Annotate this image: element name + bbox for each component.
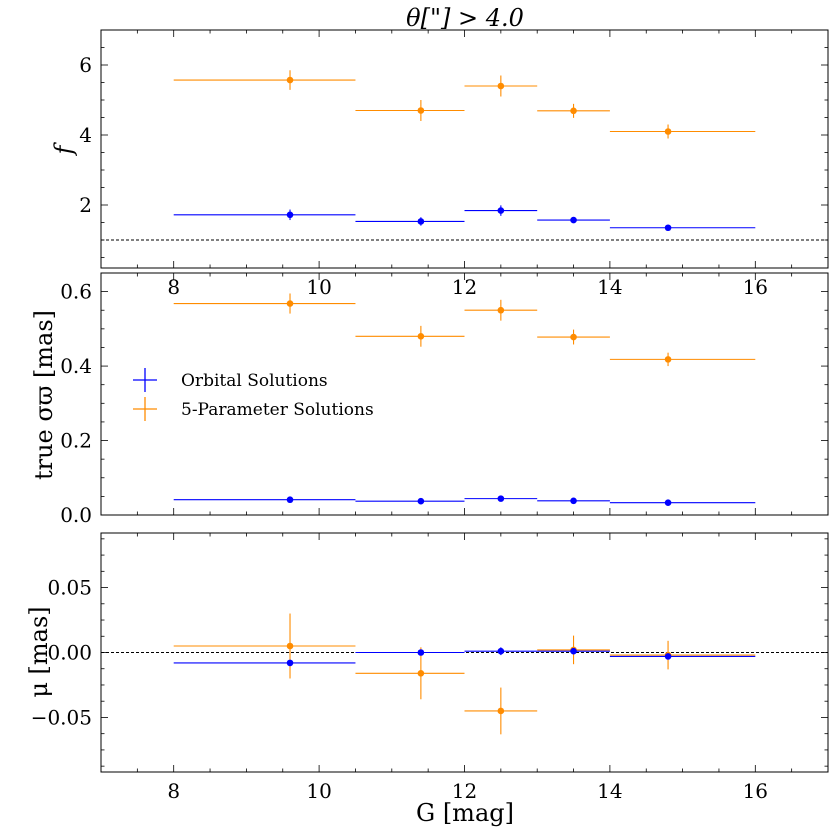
middle-ytick-label: 0.0 <box>60 503 92 527</box>
legend-label-5param: 5-Parameter Solutions <box>181 400 374 420</box>
top-xtick-label: 8 <box>167 275 180 299</box>
panel-middle: 0.0 0.2 0.4 0.6 <box>60 272 829 527</box>
data-point <box>664 499 672 507</box>
bottom-ytick-label: 0.00 <box>47 641 92 665</box>
x-axis-label: G [mag] <box>416 799 514 827</box>
data-point <box>664 356 672 363</box>
data-point <box>286 496 294 504</box>
ylabel-middle: true σϖ [mas] <box>30 310 58 480</box>
bottom-xtick-label: 16 <box>743 779 768 803</box>
data-point <box>286 76 294 84</box>
data-point <box>417 332 425 340</box>
data-point <box>497 495 505 502</box>
top-series-orbital <box>173 205 756 232</box>
legend: Orbital Solutions 5-Parameter Solutions <box>133 368 374 421</box>
middle-ytick-label: 0.4 <box>60 354 92 378</box>
data-point <box>286 659 294 667</box>
bottom-xtick-label: 10 <box>306 779 331 803</box>
ylabel-bottom: μ [mas] <box>25 606 53 697</box>
data-point <box>664 224 672 232</box>
data-point <box>570 647 577 655</box>
bottom-series-5param <box>173 613 756 735</box>
data-point <box>286 300 294 307</box>
data-point <box>286 642 294 650</box>
legend-label-orbital: Orbital Solutions <box>181 371 328 391</box>
figure-title: θ["] > 4.0 <box>406 4 524 32</box>
data-point <box>664 653 672 660</box>
data-point <box>417 218 425 225</box>
data-point <box>417 669 425 677</box>
middle-axes-frame <box>100 272 829 516</box>
data-point <box>497 207 505 214</box>
data-point <box>570 107 577 115</box>
data-point <box>570 333 577 341</box>
data-point <box>497 306 505 314</box>
top-axes-frame <box>100 29 829 269</box>
middle-series-5param <box>173 293 756 367</box>
bottom-ytick-label: −0.05 <box>31 705 92 729</box>
data-point <box>664 128 672 135</box>
panel-bottom: 8 10 12 14 16 −0.05 0.00 0.05 <box>31 532 829 803</box>
bottom-xtick-label: 14 <box>597 779 622 803</box>
data-point <box>417 497 425 505</box>
top-series-5param <box>173 70 756 139</box>
middle-ytick-label: 0.6 <box>60 280 92 304</box>
data-point <box>497 82 505 90</box>
data-point <box>417 107 425 114</box>
bottom-xtick-label: 12 <box>452 779 477 803</box>
top-ytick-label: 6 <box>79 53 92 77</box>
data-point <box>497 707 505 715</box>
data-point <box>497 647 505 655</box>
data-point <box>417 649 425 656</box>
middle-ytick-label: 0.2 <box>60 429 92 453</box>
legend-item-5param: 5-Parameter Solutions <box>133 397 374 421</box>
ylabel-top: f <box>50 141 78 156</box>
top-ytick-label: 4 <box>79 123 92 147</box>
data-point <box>286 211 294 219</box>
top-ytick-label: 2 <box>79 193 92 217</box>
bottom-ytick-label: 0.05 <box>47 576 92 600</box>
bottom-xtick-label: 8 <box>167 779 180 803</box>
data-point <box>570 497 577 505</box>
legend-item-orbital: Orbital Solutions <box>133 368 328 392</box>
bottom-series-orbital <box>173 647 756 667</box>
middle-series-orbital <box>173 495 756 507</box>
data-point <box>570 216 577 224</box>
